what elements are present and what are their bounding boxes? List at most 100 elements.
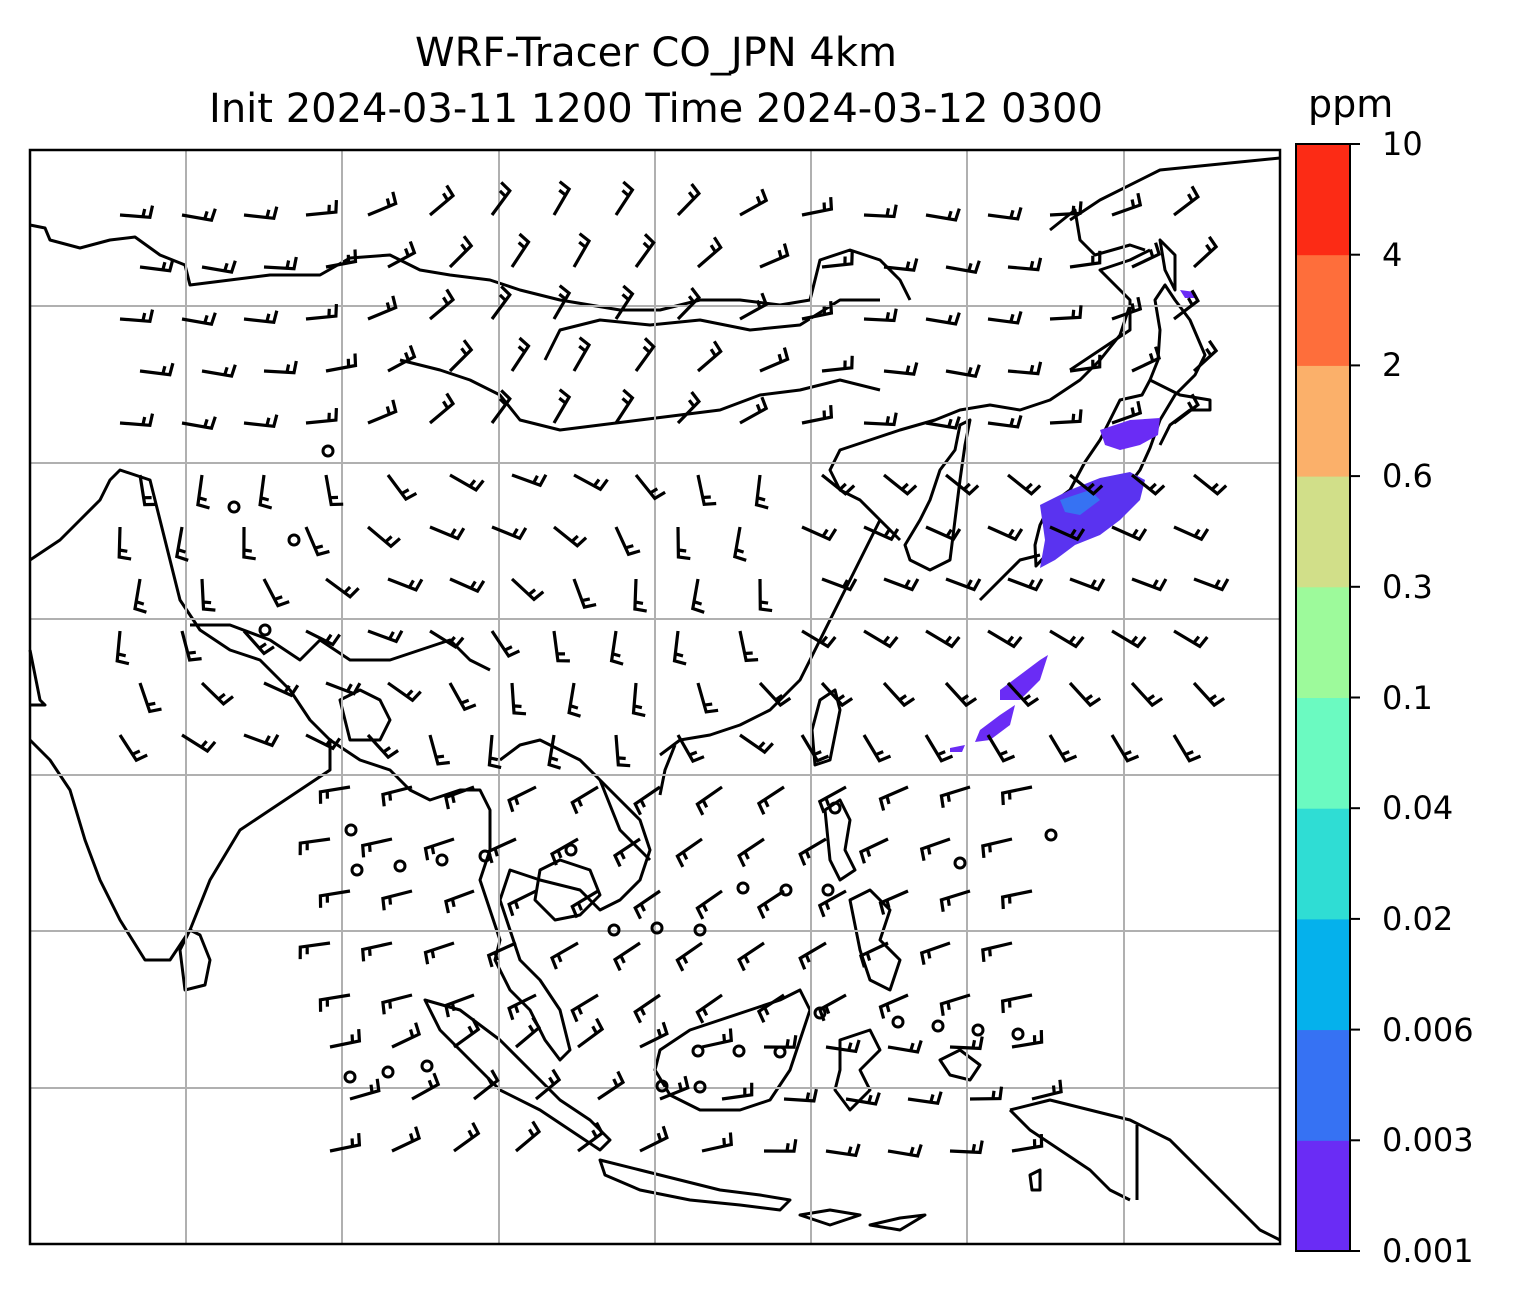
wind-barb <box>547 734 562 770</box>
wind-barb <box>552 630 570 663</box>
wind-barb <box>444 785 475 810</box>
wind-barb <box>570 889 599 919</box>
wind-barb <box>491 525 528 541</box>
wind-barb <box>423 941 455 965</box>
wind-barb <box>367 399 398 425</box>
wind-barb <box>1111 629 1147 649</box>
wind-barb <box>863 204 898 219</box>
wind-barb <box>739 396 769 425</box>
wind-barb <box>1007 361 1043 376</box>
wind-barb <box>675 837 703 868</box>
wind-barb <box>243 414 279 429</box>
wind-barb <box>858 941 889 968</box>
wind-barb <box>672 630 687 666</box>
wind-barb <box>428 734 450 766</box>
wind-barb <box>924 734 954 763</box>
wind-barb <box>758 681 792 708</box>
colorbar-block <box>1296 365 1350 477</box>
wind-barb <box>196 474 210 510</box>
wind-barb <box>800 734 830 763</box>
colorbar-block <box>1296 1140 1350 1252</box>
wind-barb <box>201 364 237 378</box>
wind-barb <box>1049 629 1085 649</box>
wind-barb <box>1000 889 1033 910</box>
wind-barb <box>634 337 656 372</box>
wind-barb <box>181 312 217 327</box>
gridlines <box>30 150 1280 1244</box>
colorbar-border <box>1295 143 1351 1252</box>
wind-barb <box>1007 577 1044 592</box>
wind-barb <box>305 304 338 321</box>
wind-barb <box>444 889 475 914</box>
wind-barb <box>845 1092 881 1106</box>
wind-barb <box>423 837 455 861</box>
wind-barb <box>577 1121 605 1153</box>
colorbar-tick-label: 0.02 <box>1382 899 1454 938</box>
wind-barb <box>1068 681 1102 708</box>
wind-barb <box>570 785 599 815</box>
wind-barb <box>949 1140 984 1155</box>
wind-barb <box>1007 257 1043 272</box>
wind-barb <box>325 577 360 599</box>
wind-barb <box>411 1072 441 1101</box>
wind-barb <box>738 630 759 663</box>
wind-barb <box>883 258 919 272</box>
colorbar-block <box>1296 476 1350 588</box>
wind-barb <box>490 181 512 216</box>
wind-barb <box>1173 525 1210 542</box>
wind-barb <box>639 1125 669 1153</box>
wind-barb <box>633 578 647 613</box>
wind-barb <box>429 525 466 541</box>
wind-barb <box>552 388 572 424</box>
wind-barb <box>428 288 456 321</box>
wind-barbs <box>115 180 1230 1158</box>
wind-barb <box>801 301 834 321</box>
wind-barb <box>801 525 838 542</box>
wind-barb <box>243 733 280 748</box>
wind-barb <box>690 578 705 614</box>
wind-barb <box>701 1028 733 1049</box>
wind-barb <box>138 682 162 714</box>
wind-barb <box>1006 681 1040 708</box>
colorbar-tick-label: 2 <box>1382 346 1403 385</box>
wind-barb <box>925 312 961 326</box>
wind-barb <box>138 474 157 507</box>
wind-barb <box>639 1021 669 1049</box>
wind-barb <box>1173 289 1200 321</box>
wind-barb <box>1011 1134 1044 1153</box>
wind-barb <box>444 993 475 1018</box>
wind-barb <box>298 941 331 960</box>
wind-barb <box>349 1078 381 1101</box>
wind-barb <box>490 389 512 424</box>
co-tracer-plume <box>950 290 1198 752</box>
wind-barb <box>883 362 919 376</box>
wind-barb <box>305 408 338 425</box>
wind-barb <box>798 941 827 970</box>
wind-barb <box>298 837 331 856</box>
wind-barb <box>987 629 1023 649</box>
wind-barb <box>701 1132 733 1153</box>
wind-barb <box>863 525 900 542</box>
colorbar-tick-label: 0.001 <box>1382 1232 1474 1270</box>
wind-barb <box>1131 346 1162 373</box>
wind-barb <box>695 785 723 816</box>
wind-barb <box>634 233 656 268</box>
wind-barb <box>567 682 581 718</box>
wind-barb <box>633 785 661 816</box>
wind-barb <box>739 733 774 755</box>
wind-barb <box>1111 400 1143 425</box>
wind-barb <box>986 734 1016 763</box>
wind-barb <box>428 392 456 425</box>
wind-barb <box>945 260 981 275</box>
wind-barb <box>473 1069 500 1101</box>
wind-barb <box>570 993 599 1023</box>
wind-barb <box>825 1039 861 1054</box>
wind-barb <box>721 1082 754 1101</box>
wind-barb <box>181 733 217 754</box>
wind-barb <box>490 630 521 659</box>
wind-barb <box>534 1068 562 1101</box>
wind-barb <box>1069 577 1106 592</box>
wind-barb <box>381 785 413 807</box>
wind-barb <box>878 889 909 915</box>
